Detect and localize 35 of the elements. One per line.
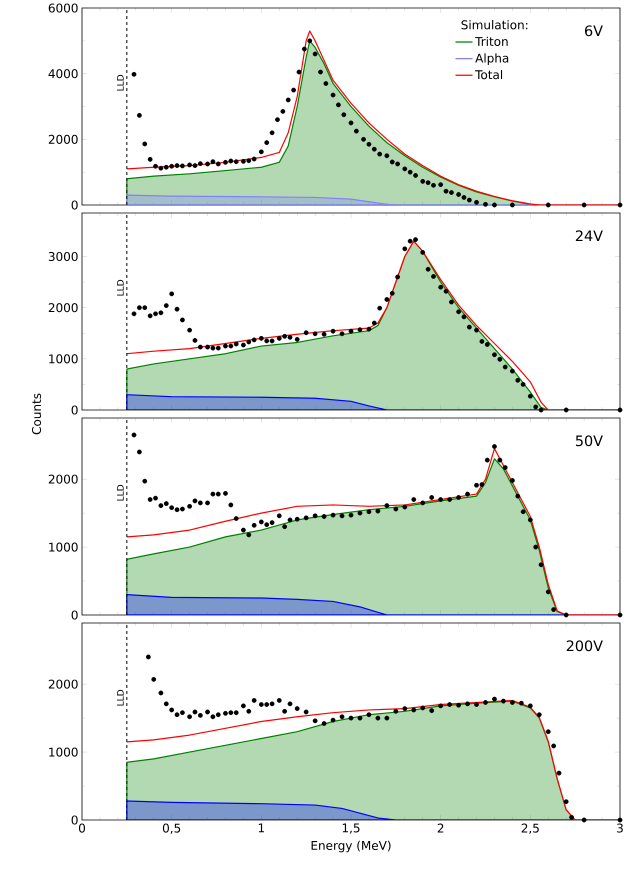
y-tick-label: 4000 <box>48 69 78 78</box>
x-tick-label: 0 <box>78 824 86 833</box>
legend-title: Simulation: <box>462 20 528 30</box>
y-tick-label: 2000 <box>48 474 78 484</box>
x-tick-label: 0,5 <box>162 824 180 834</box>
annotation: 24V <box>576 230 603 242</box>
legend-label: Total <box>475 70 502 80</box>
y-tick-label: 1000 <box>49 542 78 552</box>
ref-line-label: LLD <box>117 280 124 296</box>
legend-label: Alpha <box>475 53 508 65</box>
ref-line-label: LLD <box>117 484 124 500</box>
y-tick-label: 3000 <box>48 252 78 262</box>
x-tick-label: 1,5 <box>342 824 360 834</box>
annotation: 50V <box>576 435 603 446</box>
y-tick-label: 0 <box>72 610 78 620</box>
x-tick-label: 1 <box>258 824 264 832</box>
x-axis-title: Energy (MeV) <box>312 840 391 852</box>
annotation: 200V <box>566 640 603 652</box>
y-tick-label: 0 <box>72 815 78 825</box>
y-tick-label: 6000 <box>48 3 78 13</box>
y-tick-label: 1000 <box>49 748 78 757</box>
legend-label: Triton <box>475 36 508 46</box>
x-tick-label: 3 <box>617 824 623 833</box>
y-tick-label: 1000 <box>49 354 78 364</box>
y-tick-label: 2000 <box>48 303 78 312</box>
ref-line-label: LLD <box>117 74 124 90</box>
x-tick-label: 2 <box>438 824 444 832</box>
y-tick-label: 2000 <box>48 134 78 144</box>
y-axis-title: Counts <box>32 394 42 434</box>
ref-line-label: LLD <box>117 690 124 706</box>
y-tick-label: 0 <box>72 405 78 415</box>
y-tick-label: 2000 <box>48 680 78 689</box>
x-tick-label: 2,5 <box>522 824 539 834</box>
annotation: 6V <box>585 25 603 36</box>
y-tick-label: 0 <box>72 200 78 210</box>
